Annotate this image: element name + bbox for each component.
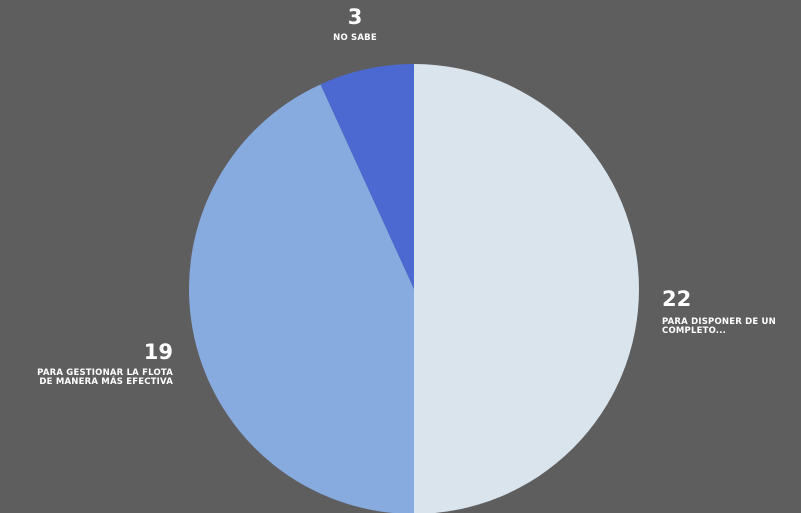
slice-category-label: NO SABE xyxy=(290,34,420,43)
slice-label-2: 3 NO SABE xyxy=(290,6,420,43)
pie-slice-2 xyxy=(320,64,414,289)
slice-label-0: 22 PARA DISPONER DE UN COMPLETO... xyxy=(662,288,776,336)
slice-category-line: NO SABE xyxy=(333,33,377,43)
slice-category-line: PARA DISPONER DE UN xyxy=(662,317,776,327)
slice-value-label: 19 xyxy=(143,340,173,364)
slice-category-line: COMPLETO... xyxy=(662,326,727,336)
slice-category-label: PARA DISPONER DE UN COMPLETO... xyxy=(662,318,776,336)
pie-slices xyxy=(189,64,639,513)
pie-slice-1 xyxy=(189,84,414,513)
slice-category-line: DE MANERA MÁS EFECTIVA xyxy=(39,377,173,387)
slice-label-1: 19 PARA GESTIONAR LA FLOTA DE MANERA MÁS… xyxy=(8,341,173,387)
slice-category-line: PARA GESTIONAR LA FLOTA xyxy=(37,368,173,378)
slice-category-label: PARA GESTIONAR LA FLOTA DE MANERA MÁS EF… xyxy=(8,369,173,387)
slice-value-label: 3 xyxy=(347,5,363,29)
slice-value-label: 22 xyxy=(662,287,692,311)
pie-slice-0 xyxy=(414,64,639,513)
